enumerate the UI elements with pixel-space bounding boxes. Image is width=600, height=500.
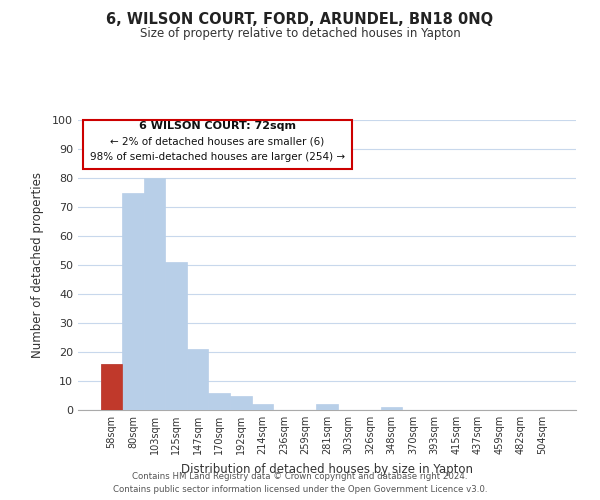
Bar: [187, 349, 208, 410]
Text: Contains public sector information licensed under the Open Government Licence v3: Contains public sector information licen…: [113, 484, 487, 494]
Text: 6 WILSON COURT: 72sqm: 6 WILSON COURT: 72sqm: [139, 122, 296, 132]
Bar: [230, 396, 251, 410]
Bar: [316, 404, 338, 410]
Y-axis label: Number of detached properties: Number of detached properties: [31, 172, 44, 358]
Bar: [144, 178, 166, 410]
Bar: [101, 364, 122, 410]
Text: ← 2% of detached houses are smaller (6): ← 2% of detached houses are smaller (6): [110, 137, 325, 147]
Bar: [251, 404, 273, 410]
Bar: [166, 262, 187, 410]
Bar: [101, 364, 122, 410]
Text: Size of property relative to detached houses in Yapton: Size of property relative to detached ho…: [140, 28, 460, 40]
Bar: [122, 192, 144, 410]
Bar: [381, 407, 403, 410]
Text: 6, WILSON COURT, FORD, ARUNDEL, BN18 0NQ: 6, WILSON COURT, FORD, ARUNDEL, BN18 0NQ: [106, 12, 494, 28]
Text: 98% of semi-detached houses are larger (254) →: 98% of semi-detached houses are larger (…: [90, 152, 345, 162]
Bar: [208, 392, 230, 410]
Text: Contains HM Land Registry data © Crown copyright and database right 2024.: Contains HM Land Registry data © Crown c…: [132, 472, 468, 481]
FancyBboxPatch shape: [83, 120, 352, 170]
X-axis label: Distribution of detached houses by size in Yapton: Distribution of detached houses by size …: [181, 462, 473, 475]
